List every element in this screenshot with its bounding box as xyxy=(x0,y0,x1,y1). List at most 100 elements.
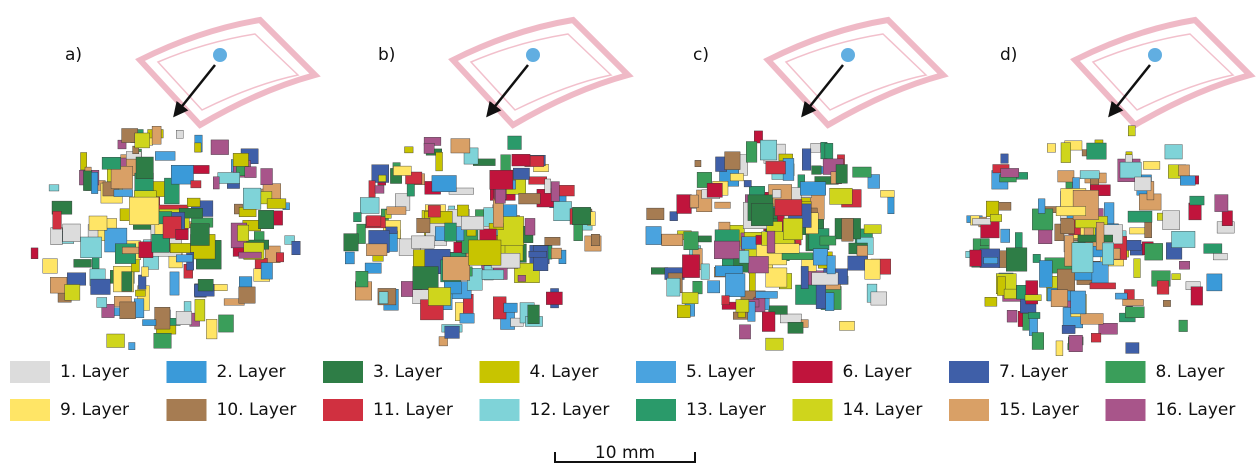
layer-patch xyxy=(344,234,359,251)
layer-patch xyxy=(369,181,375,198)
legend-label: 7. Layer xyxy=(999,362,1068,382)
layer-patch xyxy=(736,300,749,313)
layer-patch xyxy=(1062,325,1075,333)
layer-patch xyxy=(91,279,111,294)
layer-patch xyxy=(170,243,190,252)
layer-patch xyxy=(677,195,692,214)
layer-patch xyxy=(1072,243,1093,273)
layer-patch xyxy=(1090,283,1116,289)
legend-label: 13. Layer xyxy=(686,400,766,420)
layer-patch xyxy=(1080,171,1099,179)
layer-patch xyxy=(788,322,803,333)
layer-patch xyxy=(1004,289,1016,299)
layer-patch xyxy=(830,188,853,204)
layer-patch xyxy=(766,161,786,174)
layer-patch xyxy=(176,229,189,240)
layer-patch xyxy=(102,157,121,169)
layer-patch xyxy=(504,303,517,312)
layer-patch xyxy=(1128,211,1152,222)
layer-patch xyxy=(739,251,749,264)
layer-patch xyxy=(551,182,559,202)
layer-patch xyxy=(89,216,107,230)
layer-patch xyxy=(198,279,213,291)
layer-patch xyxy=(243,188,261,209)
layer-patch xyxy=(1069,335,1083,352)
arrow xyxy=(175,65,215,115)
layer-patch xyxy=(802,149,811,171)
legend-label: 5. Layer xyxy=(686,362,755,382)
legend-swatch xyxy=(167,399,207,421)
legend-swatch xyxy=(793,399,833,421)
layer-patch xyxy=(1061,218,1075,234)
shell-part xyxy=(213,48,227,62)
layer-patch xyxy=(1190,196,1204,205)
layer-patch xyxy=(782,253,813,260)
layer-patch xyxy=(276,253,284,262)
layer-patch xyxy=(525,218,535,235)
layer-patch xyxy=(428,205,440,217)
layer-patch xyxy=(142,267,149,277)
layer-patch xyxy=(83,171,92,191)
layer-patch xyxy=(81,237,102,258)
layer-patch xyxy=(646,227,661,245)
layer-patch xyxy=(218,173,240,184)
layer-patch xyxy=(766,338,784,350)
layer-patch xyxy=(170,272,179,295)
layer-patch xyxy=(820,236,836,245)
layer-patch xyxy=(379,175,387,182)
layer-patch xyxy=(1179,320,1188,332)
layer-patch xyxy=(176,311,192,324)
layer-patch xyxy=(213,177,219,189)
layer-patch xyxy=(813,249,827,265)
layer-patch xyxy=(171,165,193,184)
legend-label: 10. Layer xyxy=(217,400,297,420)
legend-swatch xyxy=(323,399,363,421)
layer-patch xyxy=(1087,143,1107,159)
panel-label: c) xyxy=(693,45,709,65)
layer-patch xyxy=(708,281,720,293)
layer-patch xyxy=(43,259,58,274)
layer-patch xyxy=(436,152,443,171)
layer-patch xyxy=(1006,248,1027,271)
layer-patch xyxy=(154,333,172,348)
layer-patch xyxy=(65,285,80,301)
layer-patch xyxy=(871,292,887,305)
layer-patch xyxy=(760,140,776,160)
shell xyxy=(1075,20,1250,125)
layer-patch xyxy=(670,212,678,221)
layer-patch xyxy=(980,239,989,246)
layer-patch xyxy=(1092,262,1108,286)
layer-patch xyxy=(1120,162,1141,178)
layer-patch xyxy=(827,256,835,274)
layer-patch xyxy=(1071,291,1086,314)
layer-patch xyxy=(682,292,698,303)
legend-swatch xyxy=(167,361,207,383)
layer-patch xyxy=(529,177,547,185)
layer-patch xyxy=(1025,295,1041,301)
layer-patch xyxy=(261,263,272,280)
legend-swatch xyxy=(480,399,520,421)
layer-patch xyxy=(1078,235,1113,242)
layer-patch xyxy=(67,273,86,285)
layer-patch xyxy=(1215,195,1228,212)
layer-patch xyxy=(545,237,560,245)
layer-patch xyxy=(518,275,526,281)
layer-patch xyxy=(1102,243,1113,265)
layer-patch xyxy=(292,241,300,255)
arrow xyxy=(488,65,528,115)
layer-patch xyxy=(1125,307,1144,318)
layer-patch xyxy=(1015,233,1022,250)
layer-patch xyxy=(1039,261,1052,288)
layer-patch xyxy=(551,248,561,259)
layer-patch xyxy=(155,152,175,161)
layer-patch xyxy=(107,334,125,348)
layer-patch xyxy=(1157,281,1169,295)
layer-patch xyxy=(1123,299,1144,305)
layer-patch xyxy=(387,207,406,215)
layer-patch xyxy=(1145,243,1163,260)
layer-patch xyxy=(206,319,217,339)
legend-swatch xyxy=(10,399,50,421)
layer-patch xyxy=(1179,261,1189,269)
layer-patch xyxy=(812,166,822,175)
layer-patch xyxy=(756,291,778,298)
